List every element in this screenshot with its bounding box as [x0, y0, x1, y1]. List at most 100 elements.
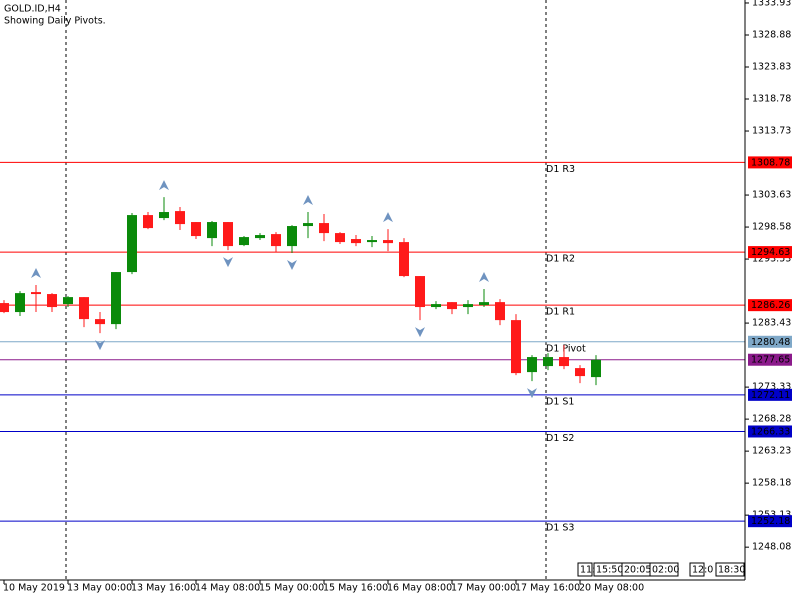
candle-body: [175, 211, 185, 225]
y-tick-label: 1323.83: [752, 62, 791, 73]
candle-body: [159, 212, 169, 219]
fractal-arrow: [31, 268, 41, 279]
x-tick-label: 14 May 08:00: [195, 583, 260, 594]
fractal-arrow: [383, 212, 393, 223]
pivot-label: D1 R3: [546, 164, 575, 175]
y-tick-label: 1318.78: [752, 94, 791, 105]
x-tick-label: 17 May 00:00: [451, 583, 516, 594]
y-tick-label: 1263.23: [752, 446, 791, 457]
x-tick-label: 15 May 16:00: [323, 583, 388, 594]
candle-body: [303, 223, 313, 227]
level-box: [748, 515, 792, 528]
candle-body: [271, 234, 281, 247]
current-price-value: 1277.65: [751, 355, 790, 366]
candle-body: [447, 302, 457, 310]
fractal-arrow: [223, 257, 233, 268]
level-value: 1272.11: [751, 390, 790, 401]
candle-body: [511, 320, 521, 374]
time-box-label: 18:30: [718, 565, 745, 576]
candle-body: [543, 357, 553, 367]
pivot-label: D1 S1: [546, 396, 574, 407]
level-box: [748, 335, 792, 348]
fractal-arrow: [303, 195, 313, 206]
y-tick-label: 1298.58: [752, 222, 791, 233]
y-tick-label: 1268.28: [752, 414, 791, 425]
time-box-label: 11:: [580, 565, 595, 576]
candle-body: [351, 239, 361, 244]
candle-body: [415, 276, 425, 308]
fractal-arrow: [415, 327, 425, 338]
candle-body: [111, 272, 121, 325]
candle-body: [127, 215, 137, 273]
y-tick-label: 1248.08: [752, 542, 791, 553]
candle-body: [431, 304, 441, 308]
x-tick-label: 20 May 08:00: [579, 583, 644, 594]
y-tick-label: 1333.93: [752, 0, 791, 8]
candle-body: [399, 242, 409, 277]
time-box-label: 20:05: [624, 565, 651, 576]
time-box: [577, 562, 593, 577]
candle-body: [31, 292, 41, 295]
candle-body: [95, 319, 105, 325]
candle-body: [255, 235, 265, 239]
candle-body: [287, 226, 297, 247]
y-tick-label: 1258.18: [752, 478, 791, 489]
plot: 1333.93 1328.88 1323.83 1318.78 1313.73 1303.…: [0, 0, 791, 594]
candle-body: [367, 240, 377, 243]
y-tick-label: 1273.33: [752, 382, 791, 393]
time-box-label: 02:00: [652, 565, 679, 576]
fractal-arrow: [287, 260, 297, 271]
candle-body: [383, 240, 393, 244]
pivot-label: D1 R2: [546, 254, 575, 265]
fractal-arrow: [159, 180, 169, 191]
level-value: 1308.78: [751, 157, 790, 168]
level-box: [748, 156, 792, 169]
level-value: 1280.48: [751, 337, 790, 348]
pivot-label: D1 R1: [546, 307, 575, 318]
pivot-label: D1 Pivot: [546, 343, 586, 354]
pivot-label: D1 S3: [546, 523, 574, 534]
candle-body: [0, 303, 9, 313]
x-tick-label: 10 May 2019: [3, 583, 65, 594]
chart-title: GOLD.ID,H4: [4, 4, 61, 15]
candle-body: [223, 222, 233, 247]
candle-body: [495, 302, 505, 321]
fractal-arrow: [527, 388, 537, 399]
level-value: 1252.18: [751, 516, 790, 527]
x-tick-label: 15 May 00:00: [259, 583, 324, 594]
time-box: [715, 562, 745, 577]
candle-body: [47, 294, 57, 308]
candle-body: [143, 215, 153, 229]
pivot-label: D1 S2: [546, 433, 574, 444]
x-tick-label: 17 May 16:00: [515, 583, 580, 594]
y-tick-label: 1303.63: [752, 190, 791, 201]
candle-body: [79, 297, 89, 320]
current-price-box: [748, 353, 792, 366]
candle-body: [191, 222, 201, 237]
level-value: 1286.26: [751, 300, 790, 311]
y-tick-label: 1293.53: [752, 254, 791, 265]
x-tick-label: 16 May 08:00: [387, 583, 452, 594]
candle-body: [63, 297, 73, 305]
time-box: [689, 562, 705, 577]
candle-body: [527, 357, 537, 373]
level-value: 1266.33: [751, 426, 790, 437]
level-box: [748, 388, 792, 401]
candle-body: [239, 237, 249, 246]
level-value: 1294.63: [751, 247, 790, 258]
overlay: 1308.78 1294.63 1286.26 1280.48 1272.11 1266.…: [577, 156, 792, 577]
time-box: [649, 562, 679, 577]
candle-body: [15, 293, 25, 313]
x-tick-label: 13 May 16:00: [131, 583, 196, 594]
level-box: [748, 299, 792, 312]
chart-subtitle: Showing Daily Pivots.: [4, 16, 106, 27]
candle-body: [479, 302, 489, 306]
candle-body: [207, 222, 217, 239]
y-tick-label: 1283.43: [752, 318, 791, 329]
candle-body: [575, 368, 585, 377]
candle-body: [463, 304, 473, 308]
y-tick-label: 1313.73: [752, 126, 791, 137]
y-tick-label: 1328.88: [752, 29, 791, 40]
